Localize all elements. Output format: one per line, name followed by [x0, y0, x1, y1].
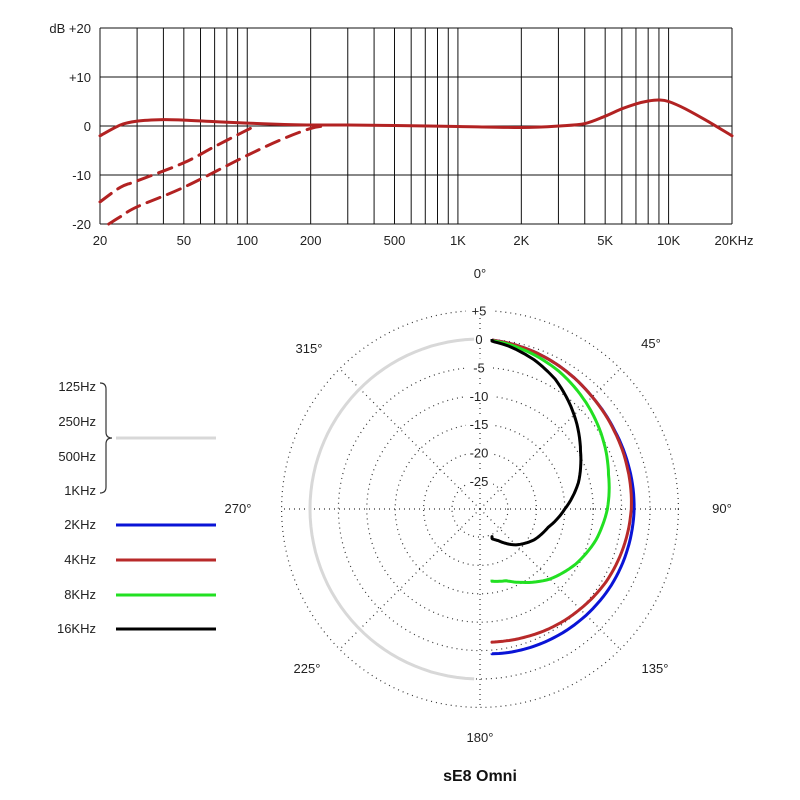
legend-group-label: 1KHz: [64, 483, 96, 498]
x-tick-label: 200: [300, 233, 322, 248]
x-tick-label: 100: [236, 233, 258, 248]
x-tick-label: 2K: [513, 233, 529, 248]
angle-label: 180°: [467, 730, 494, 745]
ring-label-backing: [466, 386, 493, 403]
angle-label: 90°: [712, 501, 732, 516]
ring-label: -20: [470, 446, 489, 461]
y-tick-label: -10: [72, 168, 91, 183]
ring-label: 0: [475, 332, 482, 347]
ring-label-backing: [466, 358, 493, 375]
legend-group-label: 500Hz: [58, 449, 96, 464]
angle-label: 225°: [294, 661, 321, 676]
legend-label: 2KHz: [64, 517, 96, 532]
x-tick-label: 5K: [597, 233, 613, 248]
response-curve-flat: [98, 98, 734, 138]
legend-group-brace: [99, 382, 113, 494]
angle-label: 0°: [474, 266, 486, 281]
x-tick-label: 50: [177, 233, 191, 248]
angle-label: 315°: [296, 341, 323, 356]
angle-label: 45°: [641, 336, 661, 351]
polar-curve-4khz: [490, 337, 633, 644]
y-tick-label: dB +20: [49, 21, 91, 36]
polar-grid-ring: [366, 395, 594, 623]
polar-curve-2khz: [490, 337, 636, 656]
y-tick-label: +10: [69, 70, 91, 85]
x-tick-label: 20KHz: [714, 233, 753, 248]
ring-label: -5: [473, 360, 485, 375]
y-tick-label: 0: [84, 119, 91, 134]
polar-grid-spoke: [339, 368, 481, 510]
polar-grid-ring: [451, 480, 509, 538]
polar-grid-ring: [337, 366, 623, 652]
angle-label: 135°: [642, 661, 669, 676]
ring-label: -15: [470, 417, 489, 432]
ring-label-backing: [466, 472, 493, 488]
angle-label: 270°: [225, 501, 252, 516]
x-tick-label: 10K: [657, 233, 680, 248]
polar-grid-ring: [281, 310, 679, 708]
ring-label-backing: [466, 443, 493, 460]
ring-label-backing: [466, 415, 493, 432]
y-tick-label: -20: [72, 217, 91, 232]
legend-label: 16KHz: [57, 621, 96, 636]
polar-curve-low-freq: [308, 337, 475, 681]
ring-label: +5: [472, 304, 487, 319]
polar-curve-16khz: [490, 338, 583, 547]
ring-label: -10: [470, 389, 489, 404]
legend-label: 8KHz: [64, 587, 96, 602]
response-curve-rolloff-1: [98, 124, 258, 204]
ring-label-backing: [466, 330, 493, 346]
polar-grid-spoke: [479, 368, 621, 510]
ring-label: -25: [470, 474, 489, 489]
polar-grid-spoke: [339, 508, 481, 650]
legend-group-label: 250Hz: [58, 414, 96, 429]
legend-label: 4KHz: [64, 552, 96, 567]
ring-label-backing: [466, 301, 493, 318]
x-tick-label: 500: [384, 233, 406, 248]
polar-grid-spoke: [479, 508, 621, 650]
x-tick-label: 20: [93, 233, 107, 248]
x-tick-label: 1K: [450, 233, 466, 248]
response-curve-rolloff-2: [107, 124, 325, 226]
legend-group-label: 125Hz: [58, 379, 96, 394]
polar-curve-8khz: [490, 337, 611, 584]
